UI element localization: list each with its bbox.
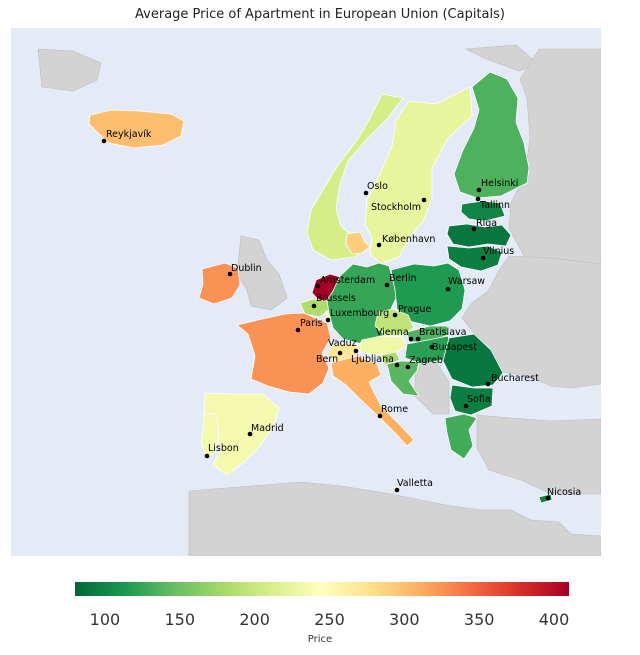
colorbar-tick-label: 100 [89,610,121,629]
country-sweden [364,86,473,265]
colorbar-tick-label: 350 [463,610,495,629]
country-latvia [446,223,512,248]
city-label-sofia: Sofia [467,394,491,405]
city-marker-reykjavík [101,138,107,144]
country-lithuania [446,245,503,272]
city-label-stockholm: Stockholm [371,202,421,213]
city-marker-vaduz [353,348,359,354]
country-denmark [345,231,371,255]
city-label-zagreb: Zagreb [409,355,443,366]
non-eu-land-0 [37,48,102,92]
country-italy [330,355,415,447]
colorbar-tick-label: 150 [164,610,196,629]
country-poland [390,262,466,327]
city-marker-berlin [384,282,390,288]
city-label-paris: Paris [300,318,323,329]
country-bulgaria [449,384,494,416]
city-label-oslo: Oslo [367,181,388,192]
city-label-bern: Bern [316,354,338,365]
colorbar-label: Price [307,634,333,645]
city-marker-valletta [394,487,400,493]
country-portugal [200,413,220,459]
city-label-helsinki: Helsinki [481,178,518,189]
city-marker-lisbon [204,453,210,459]
city-marker-dublin [227,271,233,277]
city-label-budapest: Budapest [432,342,477,353]
city-label-vilnius: Vilnius [483,246,514,257]
non-eu-land-4 [476,414,601,495]
city-marker-vienna [408,336,414,342]
city-label-warsaw: Warsaw [448,276,485,287]
colorbar-gradient [75,582,569,596]
city-label-bucharest: Bucharest [491,373,539,384]
country-estonia [460,200,506,222]
city-marker-brussels [311,303,317,309]
city-label-tallinn: Tallinn [479,200,510,211]
city-marker-rome [377,413,383,419]
country-finland [453,71,530,199]
city-label-ljubljana: Ljubljana [351,354,394,365]
city-label-reykjavík: Reykjavík [106,129,152,140]
non-eu-land-6 [414,361,450,415]
city-marker-prague [392,312,398,318]
colorbar [75,582,569,596]
country-slovenia [380,351,401,366]
city-marker-helsinki [476,187,482,193]
city-label-rome: Rome [381,404,408,415]
country-austria [356,335,408,356]
non-eu-land-2 [508,48,601,315]
city-label-vienna: Vienna [376,327,409,338]
city-label-luxembourg: Luxembourg [330,308,389,319]
city-marker-warsaw [445,286,451,292]
colorbar-tick-label: 400 [538,610,570,629]
colorbar-tick-label: 300 [389,610,420,629]
city-label-valletta: Valletta [397,478,433,489]
map-title: Average Price of Apartment in European U… [135,7,505,22]
choropleth-map: Reykjavík Oslo Stockholm Helsinki Tallinn Rig… [11,28,601,556]
city-label-dublin: Dublin [231,263,262,274]
country-layer [88,71,553,504]
city-marker-bern [337,350,343,356]
city-label-lisbon: Lisbon [208,443,239,454]
city-marker-københavn [376,242,382,248]
colorbar-tick-label: 200 [239,610,270,629]
city-marker-paris [295,327,301,333]
city-marker-luxembourg [325,317,331,323]
city-label-riga: Riga [476,218,497,229]
city-label-bratislava: Bratislava [419,327,466,338]
colorbar-tick-label: 250 [314,610,345,629]
non-eu-land-layer [37,44,601,556]
city-label-amsterdam: Amsterdam [320,275,375,286]
city-marker-vilnius [480,255,486,261]
country-france [236,312,332,395]
city-marker-bucharest [485,381,491,387]
city-label-prague: Prague [398,304,431,315]
city-marker-madrid [247,431,253,437]
city-label-nicosia: Nicosia [547,487,581,498]
non-eu-land-3 [461,255,601,389]
city-marker-stockholm [421,197,427,203]
city-marker-amsterdam [315,283,321,289]
city-marker-ljubljana [394,362,400,368]
city-marker-zagreb [405,364,411,370]
city-label-københavn: København [382,234,435,245]
city-label-madrid: Madrid [251,423,284,434]
country-iceland [88,109,185,149]
city-marker-oslo [363,190,369,196]
country-greece [444,413,478,460]
city-layer: Reykjavík Oslo Stockholm Helsinki Tallinn Rig… [101,129,581,501]
city-marker-riga [471,226,477,232]
city-marker-bratislava [415,336,421,342]
country-croatia [386,360,420,397]
country-romania [442,333,504,388]
city-label-vaduz: Vaduz [328,338,357,349]
non-eu-land-7 [188,481,601,556]
city-marker-nicosia [545,495,551,501]
city-label-brussels: Brussels [316,293,356,304]
city-label-berlin: Berlin [389,273,417,284]
city-marker-budapest [429,344,435,350]
city-marker-tallinn [475,196,481,202]
city-marker-sofia [463,403,469,409]
non-eu-land-5 [236,235,288,311]
